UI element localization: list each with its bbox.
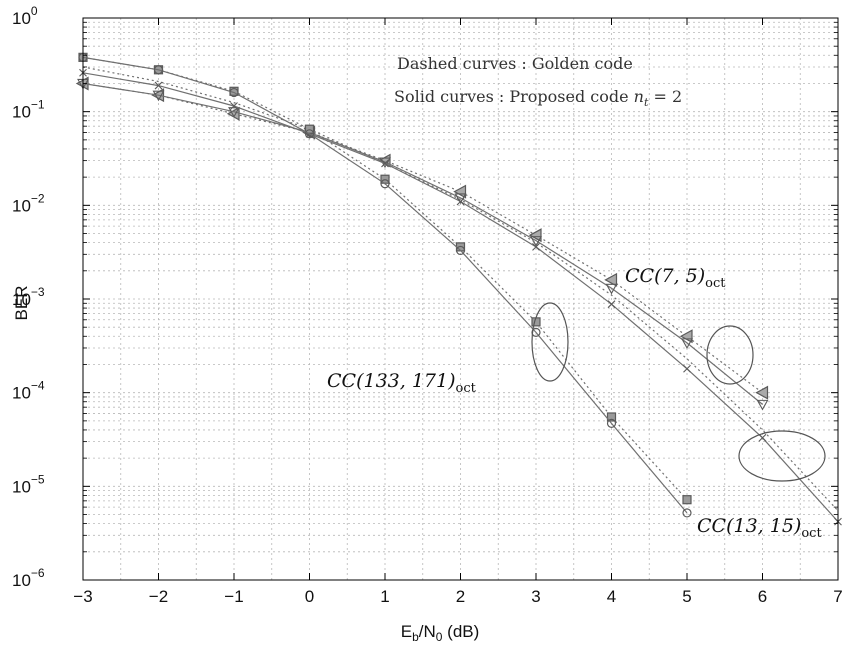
series-layer	[75, 52, 842, 526]
legend-note: Dashed curves : Golden code Solid curves…	[394, 54, 682, 109]
y-tick-label: 10−2	[12, 191, 45, 215]
series-line	[82, 66, 839, 512]
marker-circle	[606, 418, 617, 428]
tick-layer: −3 −2 −1 0 1 2 3 4 5 6 7 100 10−1 10−2 10−3 10−4 10−5 10−…	[12, 4, 843, 606]
annotation-ellipse-cc1315	[738, 430, 826, 482]
marker-circle	[153, 65, 164, 75]
marker-cross	[456, 197, 465, 206]
x-tick-label: −1	[224, 587, 243, 606]
marker-triangle-down	[681, 338, 693, 350]
y-tick-label: 10−1	[12, 98, 45, 122]
x-tick-label: −2	[149, 587, 168, 606]
y-tick-label: 10−5	[12, 472, 45, 496]
x-tick-label: 3	[531, 587, 540, 606]
series-dashed-2	[82, 66, 839, 512]
series-line	[82, 82, 763, 405]
marker-triangle-down	[756, 399, 769, 411]
marker-triangle-left	[453, 184, 467, 199]
legend-dashed-text: Dashed curves : Golden code	[397, 54, 633, 73]
annotation-ellipse-cc75	[706, 325, 754, 385]
marker-cross	[683, 364, 691, 373]
series-line	[82, 56, 688, 514]
y-axis-label: BER	[12, 286, 31, 321]
annotation-ellipse-cc133171	[531, 302, 569, 382]
marker-circle	[455, 245, 466, 256]
marker-cross	[154, 81, 163, 90]
x-tick-label: 6	[758, 587, 767, 606]
annotation-cc75: CC(7, 5)oct	[625, 265, 726, 291]
marker-cross	[532, 243, 540, 251]
x-tick-label: −3	[73, 587, 92, 606]
marker-triangle-left	[755, 385, 769, 400]
y-tick-label: 10−4	[12, 379, 45, 403]
x-tick-label: 0	[305, 587, 314, 606]
marker-triangle-down	[605, 283, 618, 295]
y-tick-label: 10−3	[12, 285, 45, 309]
marker-triangle-left	[604, 272, 618, 287]
annotations: CC(7, 5)oct CC(133, 171)oct CC(13, 15)oc…	[327, 265, 826, 541]
marker-triangle-down	[228, 107, 240, 118]
marker-circle	[304, 129, 315, 139]
marker-triangle-left	[528, 228, 542, 243]
x-tick-label: 2	[456, 587, 465, 606]
annotation-cc1315: CC(13, 15)oct	[697, 515, 822, 541]
marker-cross	[758, 433, 767, 442]
series-line	[82, 82, 763, 394]
x-tick-label: 5	[682, 587, 691, 606]
marker-cross	[381, 159, 389, 168]
plot-frame	[82, 17, 839, 581]
series-solid-3	[79, 68, 842, 526]
x-tick-label: 1	[380, 587, 389, 606]
y-tick-label: 100	[12, 4, 38, 28]
marker-square	[682, 495, 692, 505]
marker-cross	[230, 102, 238, 110]
y-tick-label: 10−6	[12, 566, 45, 590]
legend-solid-text: Solid curves : Proposed code nt = 2	[394, 87, 682, 109]
marker-cross	[607, 300, 616, 309]
marker-circle	[682, 508, 692, 518]
x-tick-label: 7	[833, 587, 842, 606]
x-tick-label: 4	[607, 587, 616, 606]
marker-circle	[380, 179, 390, 189]
annotation-cc133171: CC(133, 171)oct	[327, 370, 477, 396]
marker-circle	[229, 87, 239, 98]
series-dashed-0	[75, 76, 769, 400]
grid	[83, 18, 838, 580]
marker-square	[606, 412, 617, 422]
series-solid-5	[78, 52, 692, 518]
x-axis-label: Eb/N0 (dB)	[401, 622, 480, 644]
marker-triangle-down	[152, 90, 165, 102]
